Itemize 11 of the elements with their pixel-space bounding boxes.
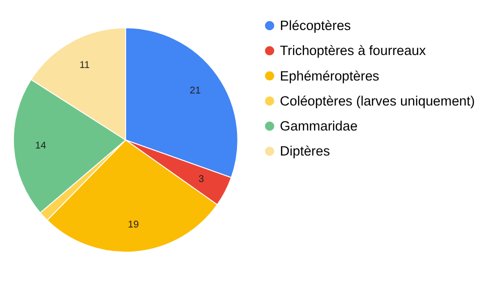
data-label: 3 (198, 174, 205, 185)
legend-label: Gammaridae (280, 118, 358, 134)
data-label: 11 (80, 60, 90, 71)
legend-label: Plécoptères (280, 18, 352, 34)
legend-label: Diptères (280, 144, 330, 159)
legend-label: Ephéméroptères (280, 68, 380, 84)
data-label: 19 (128, 220, 140, 231)
data-label: 21 (190, 86, 201, 97)
legend-label: Trichoptères à fourreaux (280, 43, 426, 58)
data-label: 14 (35, 140, 47, 152)
legend-label: Coléoptères (larves uniquement) (280, 93, 475, 108)
